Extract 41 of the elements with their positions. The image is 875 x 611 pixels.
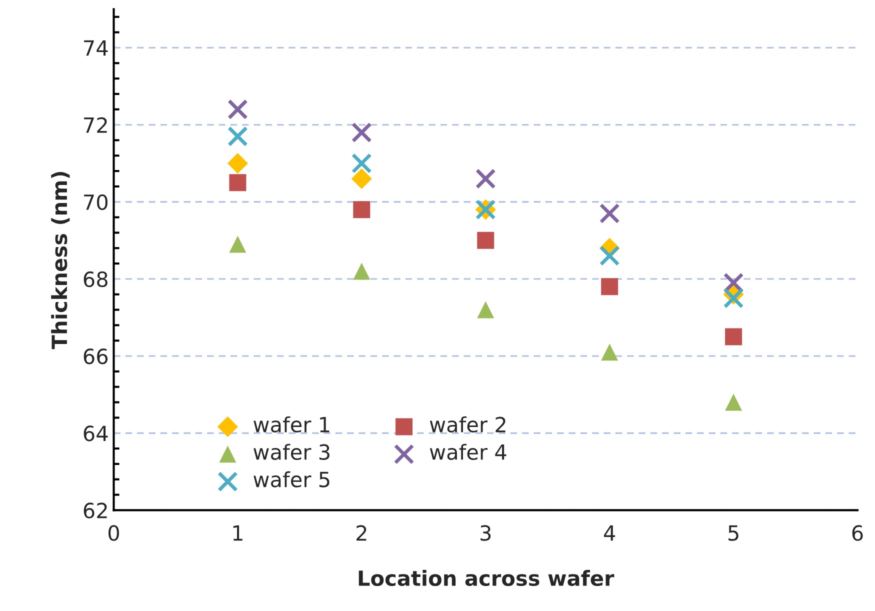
point: [477, 232, 494, 249]
point: [229, 236, 246, 253]
point: [475, 168, 496, 189]
point: [229, 174, 246, 192]
point: [353, 201, 370, 218]
legend-label: wafer 3: [254, 444, 330, 460]
point: [351, 153, 372, 174]
legend-label: wafer 1: [254, 416, 330, 432]
point: [227, 126, 248, 147]
point: [723, 288, 744, 308]
legend-label: wafer 2: [430, 416, 506, 432]
point: [351, 168, 372, 190]
x-tick-label: 6: [852, 525, 863, 541]
y-tick-label: 68: [84, 271, 108, 288]
y-tick-label: 74: [84, 40, 108, 56]
x-axis-title: Location across wafer: [358, 570, 614, 586]
x-tick-label: 1: [233, 525, 242, 541]
point: [599, 246, 620, 266]
x-tick-label: 4: [604, 525, 616, 541]
point: [601, 278, 618, 296]
y-tick-label: 72: [84, 117, 107, 133]
y-tick-label: 64: [84, 426, 108, 442]
point: [725, 394, 742, 411]
point: [601, 344, 618, 361]
point: [351, 122, 372, 143]
point: [477, 301, 494, 318]
y-tick-label: 62: [84, 502, 107, 518]
legend-label: wafer 5: [254, 471, 330, 488]
x-tick-label: 3: [480, 525, 491, 541]
legend-label: wafer 4: [430, 444, 506, 460]
point: [725, 328, 742, 346]
y-tick-label: 70: [84, 194, 108, 210]
x-tick-label: 2: [356, 525, 366, 541]
x-tick-label: 5: [728, 525, 738, 541]
y-tick-label: 66: [84, 348, 108, 364]
point: [227, 99, 248, 120]
y-axis-title: Thickness (nm): [51, 172, 70, 350]
point: [353, 262, 370, 280]
point: [227, 153, 248, 174]
x-tick-label: 0: [108, 525, 119, 541]
point: [599, 203, 620, 224]
